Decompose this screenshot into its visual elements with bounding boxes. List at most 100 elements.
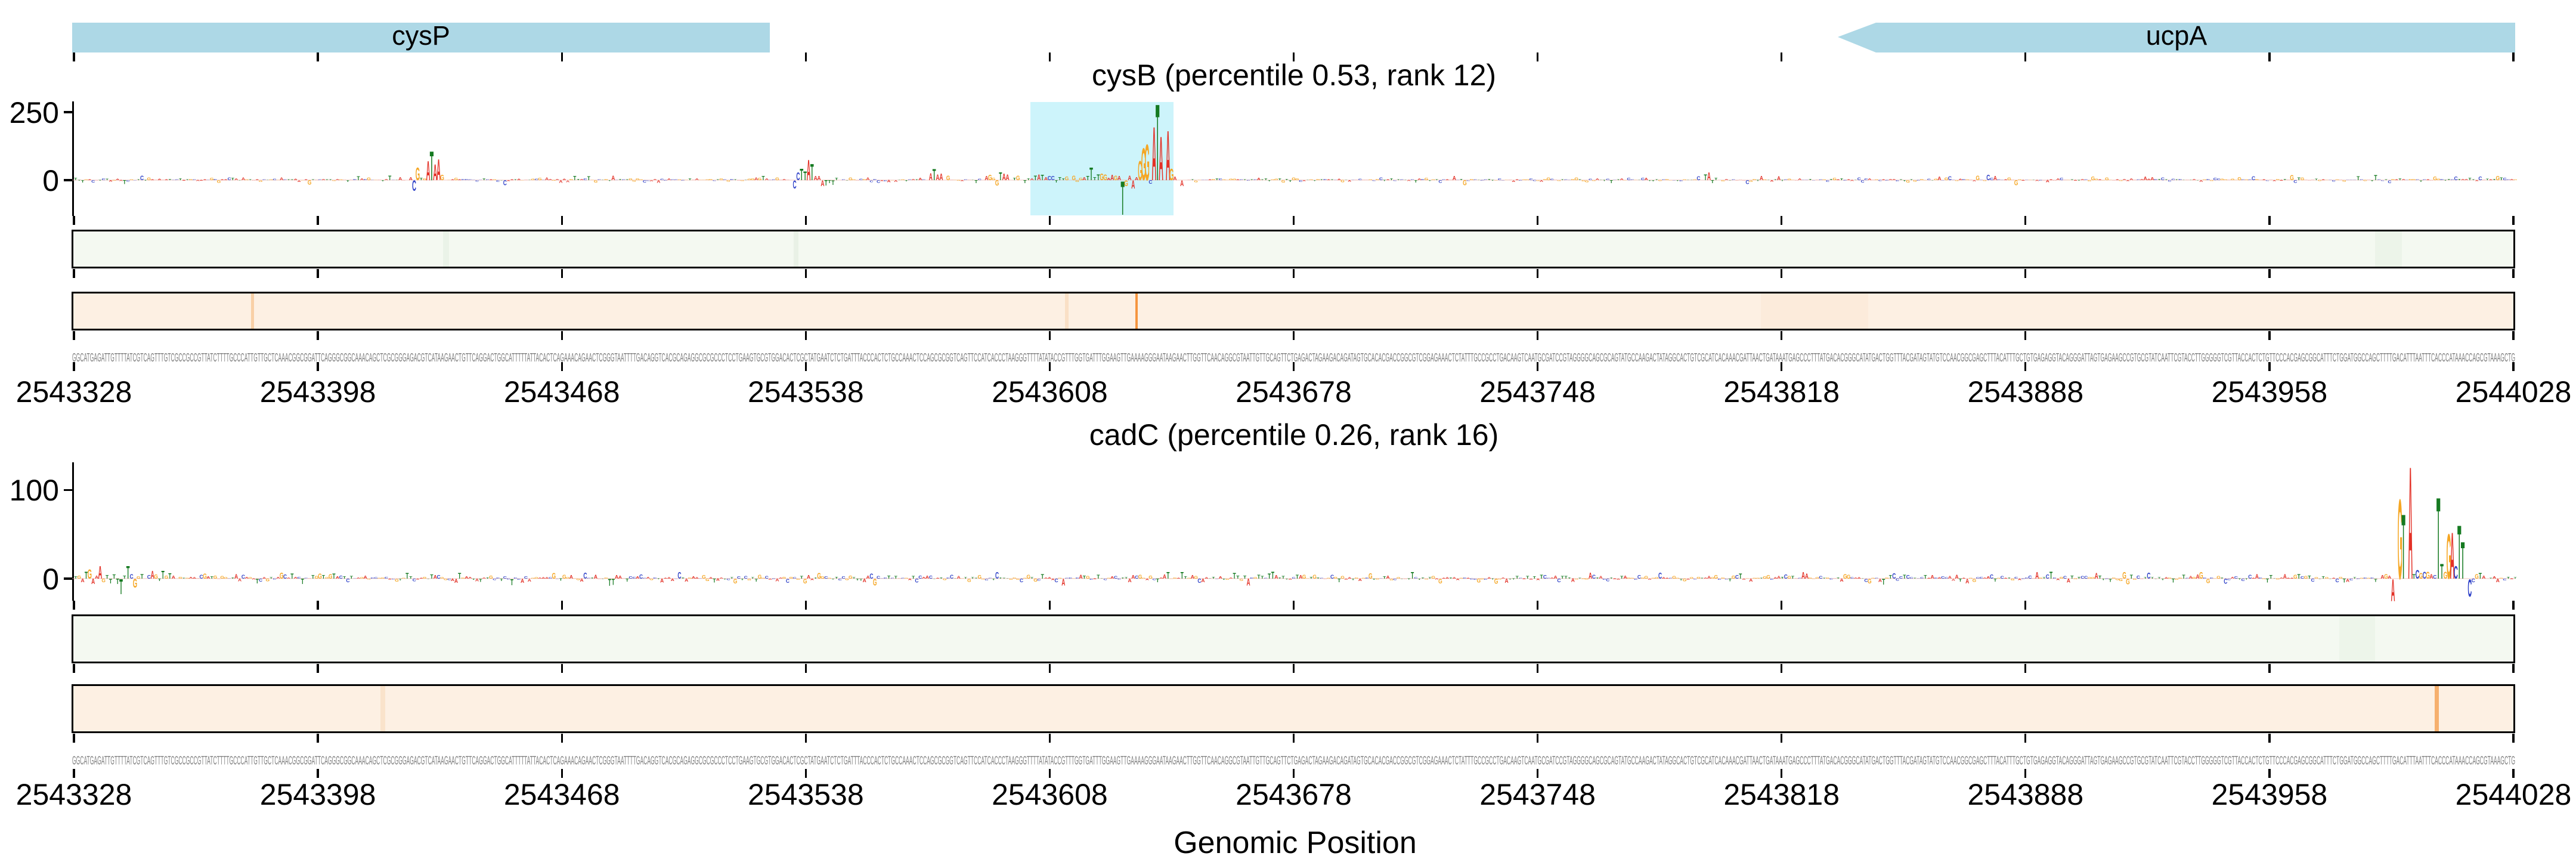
- svg-text:G: G: [639, 179, 643, 180]
- svg-text:T: T: [1055, 180, 1058, 184]
- svg-text:T: T: [322, 574, 325, 580]
- svg-text:A: A: [454, 577, 459, 584]
- svg-text:T: T: [113, 573, 116, 580]
- svg-text:G: G: [566, 577, 570, 579]
- svg-text:T: T: [1156, 577, 1160, 583]
- svg-text:G: G: [1791, 180, 1795, 181]
- svg-text:C: C: [2052, 577, 2057, 579]
- svg-text:T: T: [1823, 577, 1826, 579]
- svg-text:G: G: [329, 573, 333, 580]
- svg-text:T: T: [1488, 179, 1491, 181]
- svg-text:C: C: [1805, 180, 1809, 181]
- svg-text:C: C: [1899, 576, 1903, 579]
- svg-text:T: T: [1477, 180, 1481, 181]
- svg-text:C: C: [2357, 579, 2361, 580]
- svg-text:C: C: [1627, 178, 1630, 181]
- svg-text:T: T: [1034, 175, 1037, 182]
- svg-text:C: C: [304, 578, 308, 579]
- svg-text:C: C: [1784, 573, 1788, 580]
- svg-text:T: T: [2221, 577, 2224, 579]
- svg-text:C: C: [2301, 575, 2305, 579]
- svg-text:G: G: [493, 180, 497, 181]
- svg-text:G: G: [1212, 179, 1216, 181]
- svg-text:C: C: [2377, 179, 2382, 180]
- svg-text:T: T: [1655, 180, 1659, 181]
- svg-text:C: C: [1466, 180, 1470, 181]
- svg-text:G: G: [165, 575, 169, 580]
- svg-text:G: G: [2304, 575, 2308, 580]
- svg-text:A: A: [2018, 579, 2022, 581]
- svg-text:G: G: [1138, 574, 1143, 580]
- svg-text:G: G: [761, 578, 766, 579]
- svg-text:G: G: [817, 572, 821, 580]
- svg-text:T: T: [2468, 178, 2472, 181]
- svg-text:A: A: [451, 578, 455, 582]
- svg-text:A: A: [2489, 180, 2493, 181]
- svg-text:T: T: [1097, 174, 1100, 182]
- svg-text:G: G: [2398, 475, 2402, 603]
- svg-text:G: G: [1494, 180, 1498, 181]
- svg-text:G: G: [2255, 179, 2259, 181]
- svg-text:C: C: [1916, 578, 1921, 579]
- svg-text:C: C: [1365, 577, 1369, 579]
- svg-text:A: A: [1735, 180, 1739, 181]
- svg-text:T: T: [458, 571, 462, 581]
- svg-text:C: C: [842, 180, 846, 181]
- svg-text:A: A: [193, 577, 197, 579]
- svg-text:A: A: [507, 180, 511, 181]
- svg-text:T: T: [2440, 561, 2444, 583]
- svg-text:T: T: [1435, 180, 1439, 181]
- svg-text:C: C: [2451, 180, 2455, 181]
- svg-text:A: A: [2496, 577, 2500, 583]
- svg-text:A: A: [779, 577, 783, 579]
- svg-text:T: T: [573, 175, 577, 181]
- svg-text:T: T: [1449, 577, 1452, 579]
- svg-text:T: T: [992, 579, 995, 580]
- svg-text:T: T: [612, 577, 615, 587]
- svg-text:G: G: [636, 178, 640, 181]
- svg-text:G: G: [981, 579, 985, 580]
- svg-text:C: C: [462, 179, 466, 181]
- svg-text:C: C: [2168, 180, 2172, 183]
- svg-text:G: G: [1955, 180, 1959, 181]
- svg-text:G: G: [1763, 575, 1767, 579]
- svg-text:G: G: [594, 180, 598, 183]
- svg-text:C: C: [643, 180, 646, 183]
- svg-text:C: C: [1246, 180, 1250, 181]
- svg-text:A: A: [660, 577, 664, 583]
- svg-text:A: A: [2035, 180, 2039, 182]
- svg-text:C: C: [583, 571, 587, 581]
- svg-text:G: G: [1438, 578, 1442, 585]
- svg-text:G: G: [726, 180, 730, 183]
- svg-text:G: G: [1016, 579, 1020, 580]
- svg-text:A: A: [2391, 573, 2395, 609]
- svg-text:C: C: [1784, 180, 1788, 181]
- svg-text:G: G: [1368, 180, 1373, 181]
- svg-text:G: G: [1065, 175, 1069, 181]
- svg-text:C: C: [2224, 578, 2228, 586]
- svg-text:A: A: [304, 180, 308, 181]
- svg-text:G: G: [2436, 178, 2441, 181]
- svg-text:A: A: [1620, 178, 1624, 181]
- svg-text:C: C: [2349, 180, 2354, 181]
- svg-text:G: G: [573, 578, 577, 579]
- svg-text:C: C: [908, 180, 912, 181]
- svg-text:G: G: [2293, 574, 2298, 580]
- svg-text:T: T: [1565, 575, 1568, 580]
- svg-text:A: A: [695, 178, 699, 181]
- svg-text:A: A: [929, 171, 933, 183]
- svg-text:G: G: [1425, 178, 1429, 181]
- svg-text:T: T: [106, 178, 109, 181]
- svg-text:G: G: [1585, 180, 1589, 183]
- svg-text:G: G: [2178, 577, 2182, 579]
- svg-text:G: G: [1753, 179, 1757, 181]
- svg-text:A: A: [1686, 579, 1690, 580]
- svg-text:G: G: [1693, 179, 1697, 180]
- svg-text:T: T: [1006, 578, 1010, 579]
- svg-text:C: C: [1051, 175, 1055, 181]
- svg-text:T: T: [1373, 579, 1376, 580]
- svg-text:T: T: [912, 575, 915, 580]
- svg-text:C: C: [2014, 577, 2018, 580]
- svg-text:G: G: [2213, 578, 2217, 579]
- svg-text:G: G: [758, 177, 762, 181]
